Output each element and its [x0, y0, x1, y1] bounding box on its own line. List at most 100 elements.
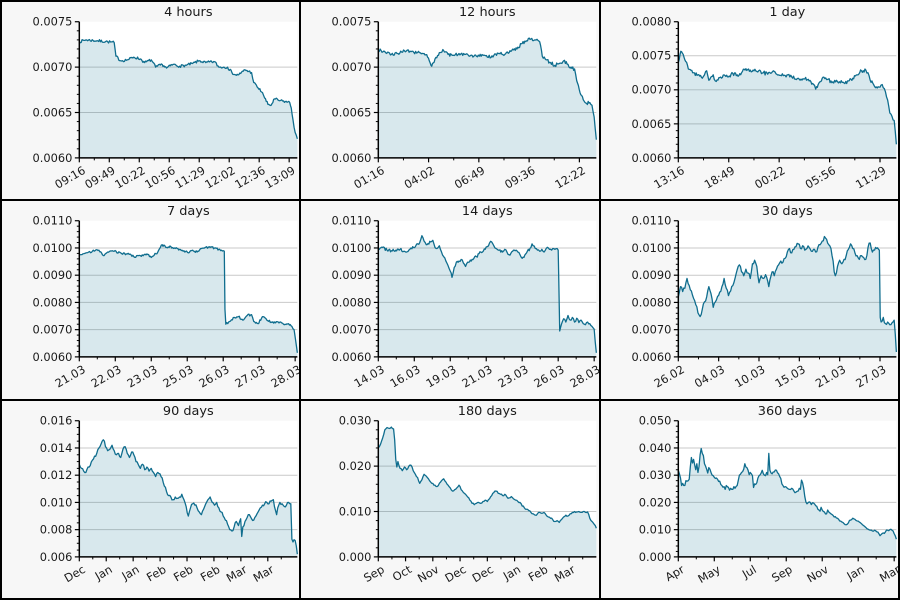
y-tick-label: 0.012 [40, 468, 73, 482]
x-tick-label: Feb [171, 562, 195, 584]
chart-panel-90-days: 0.006 0.008 0.010 0.012 0.014 0.016 Dec Jan Jan F… [2, 400, 300, 598]
y-tick-label: 0.010 [638, 522, 671, 536]
y-tick-label: 0.0065 [631, 117, 671, 131]
y-tick-label: 0.0100 [33, 241, 73, 255]
y-tick-label: 0.0090 [332, 268, 372, 282]
y-tick-label: 0.0080 [332, 296, 372, 310]
plot-area [378, 420, 597, 557]
y-tick-label: 0.0080 [631, 296, 671, 310]
x-tick-label: 21.03 [52, 363, 87, 391]
y-tick-label: 0.000 [339, 550, 372, 564]
x-tick-label: Sep [769, 562, 795, 585]
x-tick-label: Nov [415, 562, 441, 585]
series-line [677, 50, 897, 145]
y-tick-label: 0.0075 [631, 49, 671, 63]
y-tick-label: 0.0075 [33, 15, 73, 29]
chart-title: 1 day [769, 5, 805, 20]
x-tick-label: 27.03 [232, 363, 267, 391]
plot-area [677, 221, 897, 358]
x-tick-label: 04:02 [402, 163, 437, 191]
x-tick-label: 09:36 [502, 163, 537, 191]
x-tick-label: 23.03 [496, 363, 531, 391]
x-tick-label: Jan [119, 562, 142, 583]
x-tick-label: Jan [500, 562, 523, 583]
y-tick-label: 0.0060 [332, 350, 372, 364]
chart-svg: 0.0060 0.0070 0.0080 0.0090 0.0100 0.0110 14.0… [332, 204, 599, 391]
series-line [378, 426, 598, 529]
series-line [78, 438, 298, 554]
x-tick-label: 12:22 [553, 163, 588, 191]
y-tick-label: 0.0100 [631, 241, 671, 255]
x-tick-label: Nov [804, 562, 831, 585]
chart-svg: 0.0060 0.0065 0.0070 0.0075 0.0080 13:16 18:49… [631, 5, 897, 192]
y-tick-label: 0.0070 [33, 60, 73, 74]
y-tick-label: 0.0075 [332, 15, 372, 29]
y-tick-label: 0.0100 [332, 241, 372, 255]
x-tick-label: Oct [390, 562, 415, 584]
x-tick-label: 10:56 [142, 163, 177, 191]
x-tick-label: 21.03 [460, 363, 495, 391]
y-tick-label: 0.0070 [631, 323, 671, 337]
x-tick-label: Sep [361, 562, 387, 585]
chart-panel-180-days: 0.000 0.010 0.020 0.030 Sep Oct Nov Dec Dec Jan Fe… [301, 400, 599, 598]
x-tick-label: 13:16 [651, 163, 686, 191]
series-area [378, 426, 597, 557]
chart-panel-30-days: 0.0060 0.0070 0.0080 0.0090 0.0100 0.0110 26.0… [600, 201, 898, 399]
x-tick-label: 00:22 [752, 163, 787, 191]
chart-title: 30 days [762, 204, 813, 219]
series-area [677, 448, 897, 557]
x-tick-label: 13:09 [262, 163, 297, 191]
y-tick-label: 0.0065 [332, 105, 372, 119]
x-tick-label: 28.03 [268, 363, 299, 391]
y-tick-label: 0.0060 [33, 151, 73, 165]
x-tick-label: Dec [62, 562, 88, 585]
x-tick-label: 22.03 [88, 363, 123, 391]
y-tick-label: 0.0070 [631, 83, 671, 97]
x-tick-label: Mar [224, 562, 250, 585]
y-tick-label: 0.016 [40, 413, 73, 427]
y-tick-label: 0.040 [638, 441, 671, 455]
y-tick-label: 0.020 [638, 495, 671, 509]
chart-svg: 0.000 0.010 0.020 0.030 0.040 0.050 Apr May Jul S… [638, 403, 898, 585]
y-tick-label: 0.0060 [631, 350, 671, 364]
series-line [677, 447, 897, 540]
chart-panel-1-day: 0.0060 0.0065 0.0070 0.0075 0.0080 13:16 18:49… [600, 2, 898, 200]
x-tick-label: 15.03 [772, 363, 807, 391]
y-tick-label: 0.010 [339, 504, 372, 518]
chart-title: 360 days [757, 403, 816, 418]
x-tick-label: 10:22 [112, 163, 147, 191]
plot-area [79, 21, 298, 158]
series-line [378, 235, 598, 354]
plot-area [378, 21, 597, 158]
series-area [378, 38, 597, 158]
y-tick-label: 0.0090 [631, 268, 671, 282]
y-tick-label: 0.0110 [631, 214, 671, 228]
chart-title: 12 hours [459, 5, 516, 20]
x-tick-label: 23.03 [124, 363, 159, 391]
y-tick-label: 0.050 [638, 413, 671, 427]
y-tick-label: 0.030 [638, 468, 671, 482]
chart-svg: 0.0060 0.0070 0.0080 0.0090 0.0100 0.0110 21.0… [33, 204, 300, 391]
chart-title: 90 days [163, 403, 214, 418]
x-tick-label: Jan [843, 562, 866, 583]
chart-panel-4-hours: 0.0060 0.0065 0.0070 0.0075 09:16 09:49 10:22 1… [2, 2, 300, 200]
x-tick-label: Feb [526, 562, 550, 584]
x-tick-label: 11:29 [853, 163, 888, 191]
x-tick-label: Feb [144, 562, 168, 584]
x-tick-label: 01:16 [352, 163, 387, 191]
x-tick-label: Jul [739, 562, 759, 581]
x-tick-label: 26.02 [651, 363, 686, 391]
y-tick-label: 0.008 [40, 522, 73, 536]
y-tick-label: 0.020 [339, 459, 372, 473]
y-tick-label: 0.0060 [332, 151, 372, 165]
x-tick-label: Jan [92, 562, 115, 583]
y-tick-label: 0.0080 [33, 296, 73, 310]
x-tick-label: 05:56 [802, 163, 837, 191]
x-tick-label: Dec [470, 562, 496, 585]
x-tick-label: 06:49 [452, 163, 487, 191]
x-tick-label: Dec [443, 562, 469, 585]
y-tick-label: 0.0060 [631, 151, 671, 165]
